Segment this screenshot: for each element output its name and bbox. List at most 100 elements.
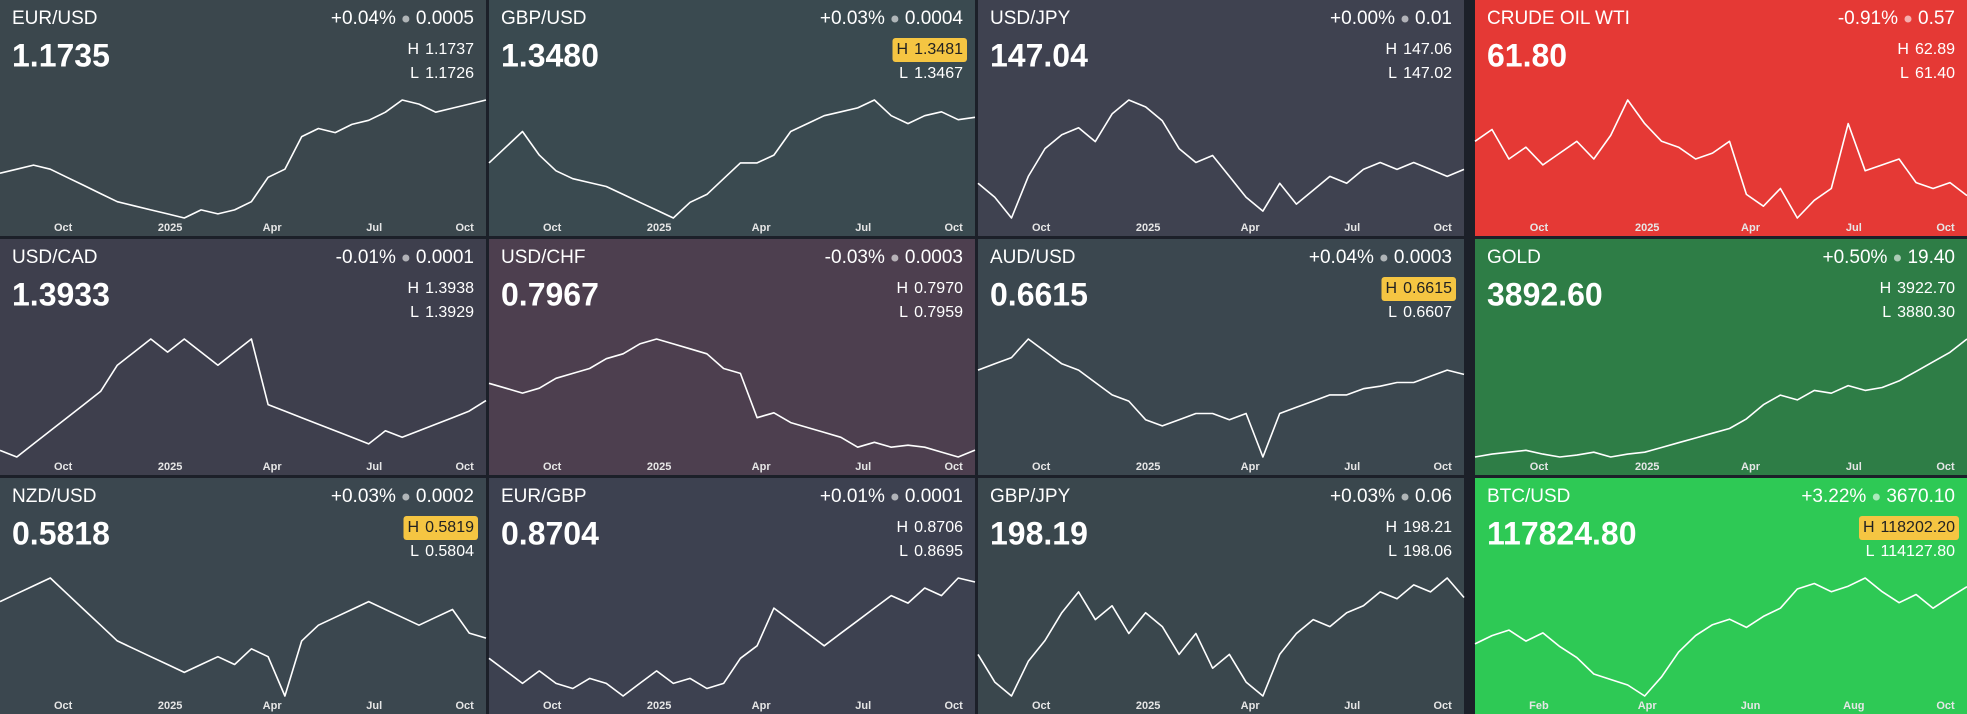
x-axis-label: Oct [543,461,562,473]
change-abs: 0.0001 [905,486,963,507]
low-value: 0.8695 [914,543,963,560]
high-label: H [1880,280,1892,297]
change-pct: +0.01% [820,486,885,507]
price: 0.8704 [501,515,599,551]
x-axis-label: Apr [752,461,772,473]
price: 0.6615 [990,276,1088,312]
low-value: 1.3467 [914,65,963,82]
x-axis-label: Apr [752,222,772,234]
ticker-tile[interactable]: USD/CHF 0.7967 0.0003 -0.03% 0.7970 H 0.7959 L O… [488,239,976,475]
high-label: H [1386,519,1398,536]
high-value: 118202.20 [1881,519,1956,536]
high-label: H [408,280,420,297]
x-axis-label: Jun [1741,700,1761,712]
x-axis-label: Oct [945,700,964,712]
x-axis-label: Apr [263,700,283,712]
change-pct: -0.01% [336,247,396,268]
high-value: 0.5819 [425,519,474,536]
tile-background [978,478,1464,714]
low-label: L [1900,65,1909,82]
low-value: 147.02 [1403,65,1452,82]
ticker-tile[interactable]: USD/CAD 1.3933 0.0001 -0.01% 1.3938 H 1.3929 L O… [0,239,487,475]
ticker-tile[interactable]: NZD/USD 0.5818 0.0002 +0.03% 0.5819 H 0.5804 L O… [0,478,487,714]
ticker-tile[interactable]: AUD/USD 0.6615 0.0003 +0.04% 0.6615 H 0.6607 L O… [977,239,1465,475]
high-value: 0.7970 [914,280,963,297]
separator-dot [1401,15,1409,23]
x-axis-label: Apr [1638,700,1658,712]
change-pct: -0.03% [825,247,885,268]
price: 198.19 [990,515,1088,551]
symbol: AUD/USD [990,247,1076,268]
x-axis-label: Oct [1936,222,1955,234]
x-axis-label: Oct [456,461,475,473]
ticker-tile[interactable]: BTC/USD 117824.80 3670.10 +3.22% 118202.20 H1… [1474,478,1967,714]
low-label: L [1866,543,1875,560]
ticker-tile[interactable]: USD/JPY 147.04 0.01 +0.00% 147.06 H 147.02 L Oct… [977,0,1465,236]
high-highlight [1381,277,1456,301]
symbol: GBP/JPY [990,486,1071,507]
x-axis-label: 2025 [1136,700,1160,712]
x-axis-label: Oct [1530,461,1549,473]
ticker-tile[interactable]: GBP/USD 1.3480 0.0004 +0.03% 1.3481 H 1.3467 L O… [488,0,976,236]
x-axis-label: Oct [456,700,475,712]
tile-background [1475,239,1967,475]
change-pct: +0.50% [1822,247,1887,268]
low-label: L [1388,65,1397,82]
x-axis-label: Jul [366,700,382,712]
high-value: 62.89 [1915,41,1955,58]
separator-dot [402,254,410,262]
high-highlight [403,516,478,540]
symbol: NZD/USD [12,486,96,507]
low-label: L [410,543,419,560]
x-axis-label: 2025 [647,222,671,234]
separator-dot [1872,493,1880,501]
separator-dot [891,254,899,262]
tile-background [489,239,975,475]
x-axis-label: Jul [366,222,382,234]
x-axis-label: Oct [1434,222,1453,234]
tile-background [0,239,486,475]
x-axis-label: Oct [1434,700,1453,712]
low-value: 61.40 [1915,65,1955,82]
x-axis-label: Oct [1032,222,1051,234]
symbol: GOLD [1487,247,1541,268]
x-axis-label: 2025 [158,222,182,234]
change-abs: 0.0003 [905,247,963,268]
price: 0.5818 [12,515,110,551]
x-axis-label: Feb [1529,700,1549,712]
low-label: L [899,543,908,560]
sparkline [0,99,487,219]
sparkline [488,577,976,697]
x-axis-label: 2025 [647,461,671,473]
x-axis-label: Apr [263,222,283,234]
x-axis-label: Oct [945,461,964,473]
sparkline [488,99,976,219]
price: 117824.80 [1487,515,1637,551]
x-axis-label: Apr [1241,700,1261,712]
tile-background [0,478,486,714]
separator-dot [402,493,410,501]
ticker-tile[interactable]: EUR/GBP 0.8704 0.0001 +0.01% 0.8706 H 0.8695 L O… [488,478,976,714]
high-value: 1.1737 [425,41,474,58]
high-label: H [1897,41,1909,58]
ticker-tile[interactable]: CRUDE OIL WTI 61.80 0.57 -0.91% 62.89 H 61.40 L… [1474,0,1967,236]
x-axis-label: Apr [752,700,772,712]
x-axis-label: Apr [263,461,283,473]
low-value: 1.3929 [425,304,474,321]
x-axis-label: Jul [1344,461,1360,473]
ticker-tile[interactable]: EUR/USD 1.1735 0.0005 +0.04% 1.1737 H 1.1726 L O… [0,0,487,236]
x-axis-label: 2025 [1635,222,1659,234]
separator-dot [1893,254,1901,262]
x-axis-label: Oct [1936,700,1955,712]
low-value: 0.7959 [914,304,963,321]
ticker-tile[interactable]: GOLD 3892.60 19.40 +0.50% 3922.70 H 3880.30 L Oc… [1474,239,1967,475]
tile-background [0,0,486,236]
ticker-tile[interactable]: GBP/JPY 198.19 0.06 +0.03% 198.21 H 198.06 L Oct… [977,478,1465,714]
price: 1.1735 [12,37,110,73]
x-axis-label: 2025 [158,700,182,712]
sparkline [1474,577,1967,697]
tile-background [489,0,975,236]
sparkline [977,99,1465,219]
x-axis-label: Oct [945,222,964,234]
low-label: L [1882,304,1891,321]
